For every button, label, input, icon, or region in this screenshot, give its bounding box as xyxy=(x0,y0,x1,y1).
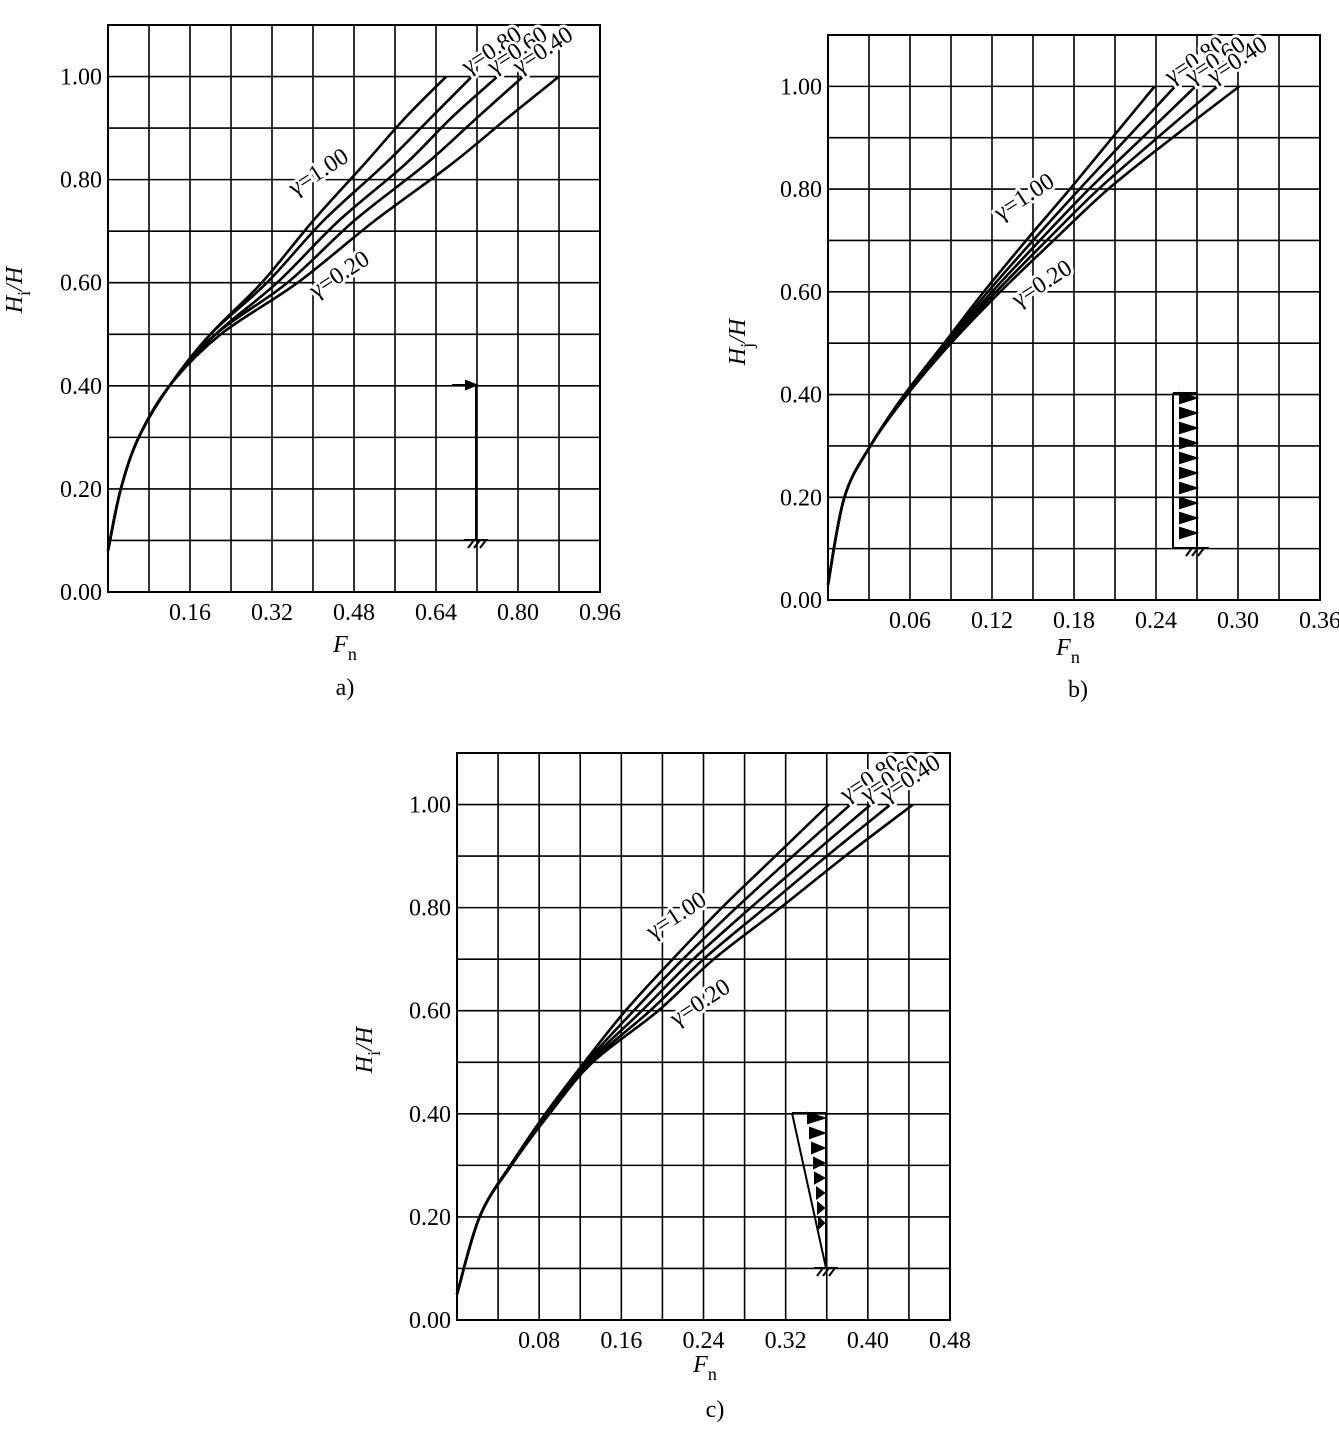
y-axis-label-tail: /H xyxy=(352,1025,378,1053)
series-label: γ=0.20 xyxy=(304,246,374,304)
curve xyxy=(106,75,473,552)
panel-label: c) xyxy=(706,1397,725,1423)
y-tick-label: 0.20 xyxy=(60,477,102,503)
curve xyxy=(455,803,872,1295)
x-tick-label: 0.40 xyxy=(847,1328,889,1354)
curve xyxy=(106,75,499,552)
panel-label: a) xyxy=(336,675,355,701)
x-tick-label: 0.16 xyxy=(169,600,211,626)
series-label: γ=0.20 xyxy=(665,974,735,1032)
load-icon xyxy=(452,379,488,549)
y-tick-label: 0.60 xyxy=(409,999,451,1025)
y-tick-label: 0.80 xyxy=(409,896,451,922)
chart-panel: 0.08 0.16 0.24 0.32 0.40 0.48 0.00 0.20 0.40 0.60… xyxy=(352,747,971,1423)
x-tick-label: 0.96 xyxy=(579,600,621,626)
x-axis-label-sub: n xyxy=(1071,647,1080,667)
x-tick-label: 0.18 xyxy=(1053,608,1095,634)
y-tick-label: 1.00 xyxy=(780,74,822,100)
x-axis-label-base: F xyxy=(332,632,348,658)
curve xyxy=(455,803,830,1295)
y-axis-label: Hj/H xyxy=(725,317,757,366)
y-axis-label-tail: /H xyxy=(725,317,751,345)
y-axis-label-sub: j xyxy=(737,343,757,349)
curve xyxy=(455,803,852,1295)
y-tick-label: 0.80 xyxy=(60,168,102,194)
load-icon xyxy=(791,1111,838,1277)
x-tick-label: 0.24 xyxy=(1135,608,1177,634)
y-axis-label-sub: i xyxy=(364,1051,384,1056)
x-axis-label-base: F xyxy=(692,1352,708,1378)
x-tick-label: 0.36 xyxy=(1299,608,1339,634)
y-axis-label-base: H xyxy=(352,1054,378,1074)
y-axis-label: Hi/H xyxy=(2,265,34,314)
x-tick-label: 0.16 xyxy=(600,1328,642,1354)
curve xyxy=(826,85,1219,585)
curve xyxy=(826,85,1177,585)
y-axis-label-tail: /H xyxy=(2,265,28,293)
y-axis-label-sub: i xyxy=(14,291,34,296)
series-label: γ=1.00 xyxy=(989,168,1059,226)
y-tick-label: 0.20 xyxy=(780,485,822,511)
x-tick-label: 0.48 xyxy=(333,600,375,626)
x-tick-label: 0.64 xyxy=(415,600,457,626)
y-tick-label: 1.00 xyxy=(409,793,451,819)
curve xyxy=(455,803,914,1295)
y-tick-label: 0.00 xyxy=(409,1308,451,1334)
y-tick-label: 0.60 xyxy=(60,271,102,297)
y-tick-label: 0.40 xyxy=(60,374,102,400)
curve xyxy=(106,75,524,552)
x-tick-label: 0.24 xyxy=(683,1328,725,1354)
y-tick-label: 0.40 xyxy=(409,1102,451,1128)
x-tick-label: 0.32 xyxy=(251,600,293,626)
x-axis-label: Fn xyxy=(1055,635,1080,667)
y-tick-label: 0.40 xyxy=(780,383,822,409)
y-axis-label-base: H xyxy=(725,346,751,366)
x-axis-label-sub: n xyxy=(348,644,357,664)
x-tick-label: 0.12 xyxy=(971,608,1013,634)
y-tick-label: 0.00 xyxy=(60,580,102,606)
curve xyxy=(826,85,1241,585)
y-axis-label: Hi/H xyxy=(352,1025,384,1074)
x-tick-label: 0.32 xyxy=(765,1328,807,1354)
y-axis-label-base: H xyxy=(2,294,28,314)
x-axis-label: Fn xyxy=(692,1352,717,1384)
y-tick-label: 0.80 xyxy=(780,177,822,203)
curve xyxy=(106,75,560,552)
x-axis-label: Fn xyxy=(332,632,357,664)
x-tick-label: 0.08 xyxy=(518,1328,560,1354)
x-tick-label: 0.48 xyxy=(929,1328,971,1354)
y-tick-label: 1.00 xyxy=(60,65,102,91)
series-label: γ=1.00 xyxy=(641,887,711,945)
x-axis-label-sub: n xyxy=(708,1364,717,1384)
load-icon xyxy=(1172,391,1209,557)
panel-label: b) xyxy=(1068,677,1088,703)
x-tick-label: 0.06 xyxy=(889,608,931,634)
chart-panel: 0.06 0.12 0.18 0.24 0.30 0.36 0.00 0.20 0.40 0.60… xyxy=(725,29,1339,703)
x-tick-label: 0.30 xyxy=(1217,608,1259,634)
y-tick-label: 0.20 xyxy=(409,1205,451,1231)
x-tick-label: 0.80 xyxy=(497,600,539,626)
y-tick-label: 0.00 xyxy=(780,588,822,614)
series-label: γ=1.00 xyxy=(283,143,353,201)
chart-panel: 0.16 0.32 0.48 0.64 0.80 0.96 0.00 0.20 0.40 0.60… xyxy=(2,19,621,701)
y-tick-label: 0.60 xyxy=(780,280,822,306)
x-axis-label-base: F xyxy=(1055,635,1071,661)
